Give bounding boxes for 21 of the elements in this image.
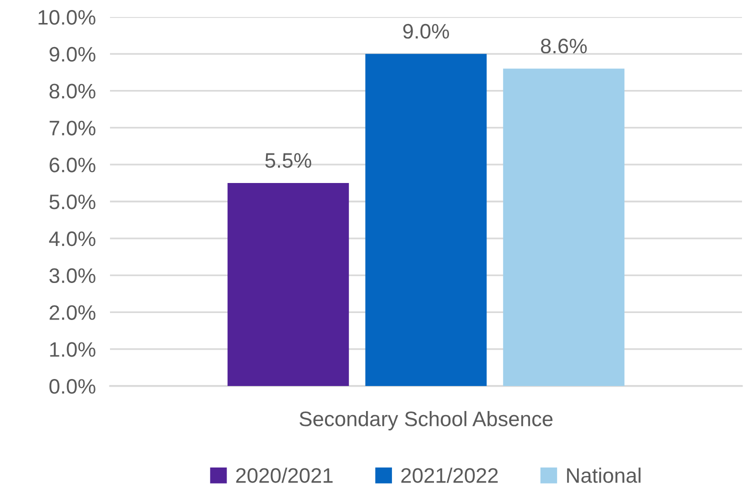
bar (365, 54, 487, 386)
y-tick-label: 3.0% (49, 268, 96, 284)
legend-label: National (567, 468, 640, 483)
legend-label: 2021/2022 (401, 468, 498, 483)
y-tick-label: 6.0% (50, 158, 96, 172)
y-tick-label: 1.0% (50, 342, 96, 357)
bar (503, 68, 624, 386)
data-label: 8.6% (540, 38, 587, 54)
data-label: 5.5% (265, 153, 312, 168)
bar (228, 183, 349, 386)
y-tick-label: 10.0% (38, 10, 96, 25)
legend-label: 2020/2021 (236, 468, 333, 483)
y-tick-label: 5.0% (49, 194, 96, 210)
y-tick-label: 9.0% (50, 46, 96, 62)
y-tick-label: 4.0% (49, 231, 96, 246)
x-tick-label: Secondary School Absence (300, 411, 552, 430)
y-tick-label: 0.0% (49, 379, 96, 394)
y-tick-label: 2.0% (50, 305, 96, 320)
y-tick-label: 8.0% (50, 84, 96, 99)
data-label: 9.0% (403, 24, 450, 39)
y-tick-label: 7.0% (50, 120, 96, 136)
